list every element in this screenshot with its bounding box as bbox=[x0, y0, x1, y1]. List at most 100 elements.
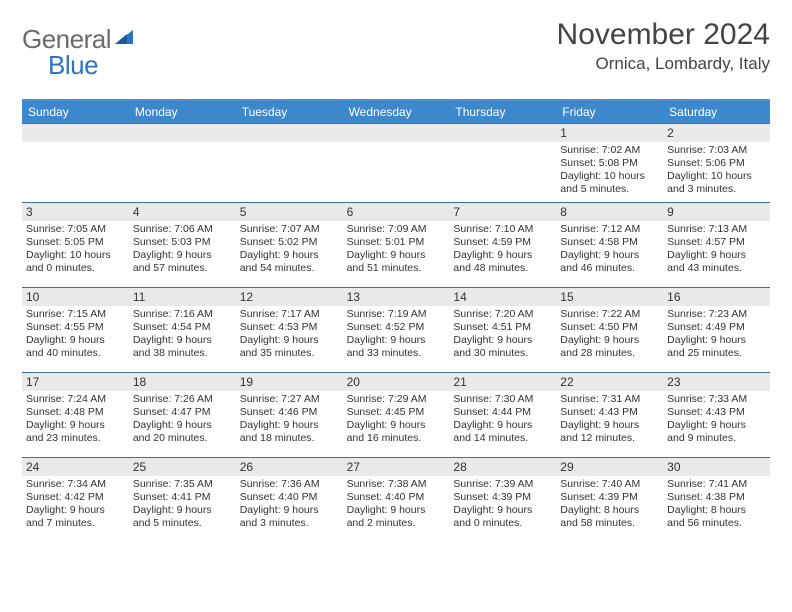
day-cell: 5Sunrise: 7:07 AMSunset: 5:02 PMDaylight… bbox=[236, 203, 343, 287]
day-body: Sunrise: 7:41 AMSunset: 4:38 PMDaylight:… bbox=[663, 476, 770, 535]
day-line-sunrise: Sunrise: 7:13 AM bbox=[667, 223, 766, 236]
day-number: 3 bbox=[22, 203, 129, 221]
day-line-sunset: Sunset: 5:02 PM bbox=[240, 236, 339, 249]
day-body: Sunrise: 7:12 AMSunset: 4:58 PMDaylight:… bbox=[556, 221, 663, 280]
day-number: 8 bbox=[556, 203, 663, 221]
day-number: 9 bbox=[663, 203, 770, 221]
day-number: 28 bbox=[449, 458, 556, 476]
day-line-d2: and 16 minutes. bbox=[347, 432, 446, 445]
day-cell: 19Sunrise: 7:27 AMSunset: 4:46 PMDayligh… bbox=[236, 373, 343, 457]
daynum-row bbox=[449, 124, 556, 142]
day-line-d1: Daylight: 9 hours bbox=[667, 419, 766, 432]
title-block: November 2024 Ornica, Lombardy, Italy bbox=[557, 18, 770, 74]
day-line-d2: and 2 minutes. bbox=[347, 517, 446, 530]
day-number: 14 bbox=[449, 288, 556, 306]
daynum-row: 5 bbox=[236, 203, 343, 221]
day-line-d2: and 33 minutes. bbox=[347, 347, 446, 360]
day-body: Sunrise: 7:36 AMSunset: 4:40 PMDaylight:… bbox=[236, 476, 343, 535]
location: Ornica, Lombardy, Italy bbox=[557, 54, 770, 74]
day-line-d2: and 5 minutes. bbox=[560, 183, 659, 196]
day-cell: 14Sunrise: 7:20 AMSunset: 4:51 PMDayligh… bbox=[449, 288, 556, 372]
day-line-d2: and 0 minutes. bbox=[26, 262, 125, 275]
day-line-sunset: Sunset: 4:55 PM bbox=[26, 321, 125, 334]
day-line-d1: Daylight: 9 hours bbox=[240, 419, 339, 432]
daynum-row bbox=[129, 124, 236, 142]
day-line-d2: and 23 minutes. bbox=[26, 432, 125, 445]
day-line-sunset: Sunset: 4:51 PM bbox=[453, 321, 552, 334]
day-number: 13 bbox=[343, 288, 450, 306]
day-cell: 25Sunrise: 7:35 AMSunset: 4:41 PMDayligh… bbox=[129, 458, 236, 542]
day-line-sunrise: Sunrise: 7:22 AM bbox=[560, 308, 659, 321]
day-line-d1: Daylight: 9 hours bbox=[667, 249, 766, 262]
day-cell: 11Sunrise: 7:16 AMSunset: 4:54 PMDayligh… bbox=[129, 288, 236, 372]
day-body: Sunrise: 7:19 AMSunset: 4:52 PMDaylight:… bbox=[343, 306, 450, 365]
month-title: November 2024 bbox=[557, 18, 770, 52]
day-line-d1: Daylight: 10 hours bbox=[26, 249, 125, 262]
daynum-row: 1 bbox=[556, 124, 663, 142]
day-line-sunrise: Sunrise: 7:30 AM bbox=[453, 393, 552, 406]
week-row: 1Sunrise: 7:02 AMSunset: 5:08 PMDaylight… bbox=[22, 123, 770, 202]
days-of-week-row: SundayMondayTuesdayWednesdayThursdayFrid… bbox=[22, 101, 770, 123]
day-body: Sunrise: 7:06 AMSunset: 5:03 PMDaylight:… bbox=[129, 221, 236, 280]
dow-thursday: Thursday bbox=[449, 101, 556, 123]
day-line-sunset: Sunset: 4:43 PM bbox=[667, 406, 766, 419]
week-row: 24Sunrise: 7:34 AMSunset: 4:42 PMDayligh… bbox=[22, 457, 770, 542]
day-cell: 8Sunrise: 7:12 AMSunset: 4:58 PMDaylight… bbox=[556, 203, 663, 287]
day-body: Sunrise: 7:31 AMSunset: 4:43 PMDaylight:… bbox=[556, 391, 663, 450]
day-line-d2: and 46 minutes. bbox=[560, 262, 659, 275]
day-number: 2 bbox=[663, 124, 770, 142]
day-line-d1: Daylight: 9 hours bbox=[240, 249, 339, 262]
daynum-row: 16 bbox=[663, 288, 770, 306]
day-line-sunset: Sunset: 4:49 PM bbox=[667, 321, 766, 334]
day-line-sunset: Sunset: 4:39 PM bbox=[453, 491, 552, 504]
day-cell: 16Sunrise: 7:23 AMSunset: 4:49 PMDayligh… bbox=[663, 288, 770, 372]
day-line-sunset: Sunset: 4:48 PM bbox=[26, 406, 125, 419]
daynum-row: 12 bbox=[236, 288, 343, 306]
day-line-d2: and 30 minutes. bbox=[453, 347, 552, 360]
day-line-sunset: Sunset: 4:47 PM bbox=[133, 406, 232, 419]
day-line-d2: and 25 minutes. bbox=[667, 347, 766, 360]
day-line-sunrise: Sunrise: 7:23 AM bbox=[667, 308, 766, 321]
day-number: 17 bbox=[22, 373, 129, 391]
day-body: Sunrise: 7:22 AMSunset: 4:50 PMDaylight:… bbox=[556, 306, 663, 365]
day-cell: 6Sunrise: 7:09 AMSunset: 5:01 PMDaylight… bbox=[343, 203, 450, 287]
day-cell bbox=[129, 124, 236, 202]
daynum-row: 28 bbox=[449, 458, 556, 476]
day-line-d1: Daylight: 9 hours bbox=[240, 504, 339, 517]
day-line-d1: Daylight: 9 hours bbox=[347, 334, 446, 347]
day-line-d2: and 18 minutes. bbox=[240, 432, 339, 445]
day-line-sunset: Sunset: 5:05 PM bbox=[26, 236, 125, 249]
day-line-d2: and 5 minutes. bbox=[133, 517, 232, 530]
day-line-d1: Daylight: 9 hours bbox=[347, 419, 446, 432]
day-line-sunset: Sunset: 4:54 PM bbox=[133, 321, 232, 334]
day-line-d2: and 3 minutes. bbox=[240, 517, 339, 530]
day-body: Sunrise: 7:20 AMSunset: 4:51 PMDaylight:… bbox=[449, 306, 556, 365]
day-line-sunrise: Sunrise: 7:41 AM bbox=[667, 478, 766, 491]
day-line-sunrise: Sunrise: 7:09 AM bbox=[347, 223, 446, 236]
day-number: 16 bbox=[663, 288, 770, 306]
day-cell: 28Sunrise: 7:39 AMSunset: 4:39 PMDayligh… bbox=[449, 458, 556, 542]
day-line-sunrise: Sunrise: 7:15 AM bbox=[26, 308, 125, 321]
daynum-row: 22 bbox=[556, 373, 663, 391]
day-cell: 1Sunrise: 7:02 AMSunset: 5:08 PMDaylight… bbox=[556, 124, 663, 202]
day-line-sunrise: Sunrise: 7:29 AM bbox=[347, 393, 446, 406]
day-line-d1: Daylight: 8 hours bbox=[560, 504, 659, 517]
day-line-sunset: Sunset: 4:39 PM bbox=[560, 491, 659, 504]
day-line-sunset: Sunset: 4:52 PM bbox=[347, 321, 446, 334]
day-number: 11 bbox=[129, 288, 236, 306]
day-line-sunset: Sunset: 4:44 PM bbox=[453, 406, 552, 419]
day-line-sunset: Sunset: 4:42 PM bbox=[26, 491, 125, 504]
day-line-d1: Daylight: 9 hours bbox=[347, 249, 446, 262]
day-line-d2: and 7 minutes. bbox=[26, 517, 125, 530]
day-cell: 22Sunrise: 7:31 AMSunset: 4:43 PMDayligh… bbox=[556, 373, 663, 457]
daynum-row: 11 bbox=[129, 288, 236, 306]
day-line-d1: Daylight: 9 hours bbox=[133, 334, 232, 347]
day-line-d2: and 28 minutes. bbox=[560, 347, 659, 360]
day-number: 4 bbox=[129, 203, 236, 221]
day-line-d2: and 9 minutes. bbox=[667, 432, 766, 445]
day-line-d2: and 3 minutes. bbox=[667, 183, 766, 196]
day-line-sunrise: Sunrise: 7:17 AM bbox=[240, 308, 339, 321]
day-body: Sunrise: 7:17 AMSunset: 4:53 PMDaylight:… bbox=[236, 306, 343, 365]
day-number: 22 bbox=[556, 373, 663, 391]
daynum-row: 30 bbox=[663, 458, 770, 476]
